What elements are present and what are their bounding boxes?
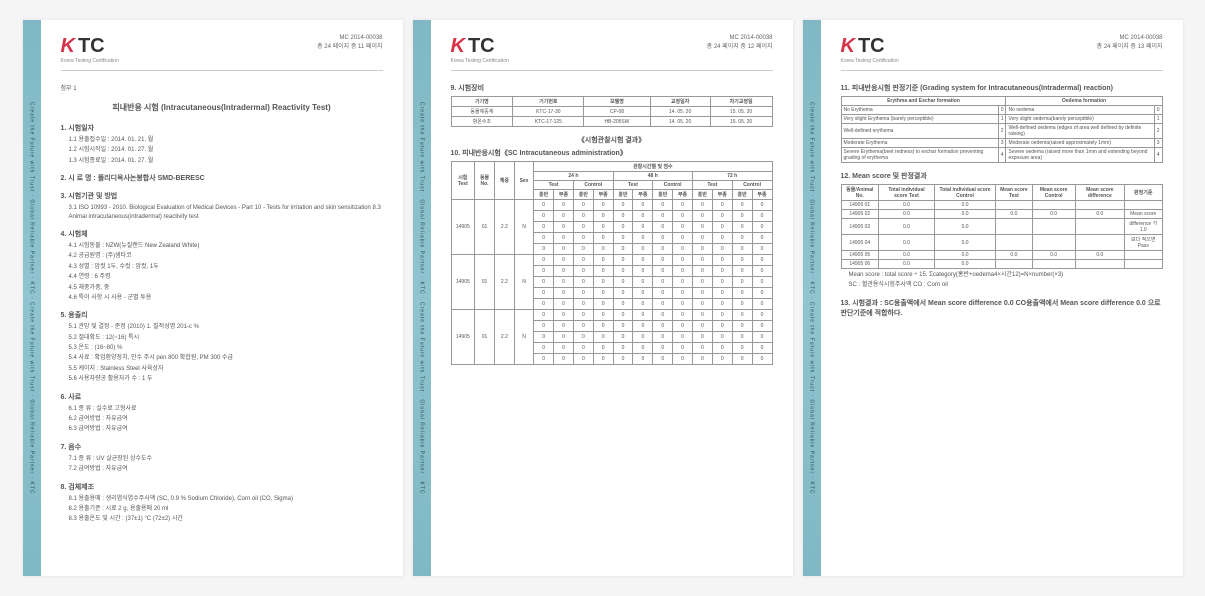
s4-line4: 4.4 연령 : 6 주령 xyxy=(69,273,383,281)
s4-line5: 4.5 체중가중, 중 xyxy=(69,284,383,292)
observation-grid: 시험Test동물No.체중Sex관찰시간별 및 점수24 h48 h72 hTe… xyxy=(451,161,773,365)
s8-heading: 8. 검체제조 xyxy=(61,482,383,492)
logo-block: K TC Korea Testing Certification xyxy=(61,35,119,64)
logo-block: K TC Korea Testing Certification xyxy=(451,35,509,64)
header: K TC Korea Testing Certification MC 2014… xyxy=(841,35,1163,71)
page-2: Create the Future with Trust · Global Re… xyxy=(413,20,793,576)
note2: SC : 혈관용식시험주사액 CO : Corn oil xyxy=(849,281,1163,289)
p2-s1-heading: 9. 시험장비 xyxy=(451,83,773,93)
logo-tc: TC xyxy=(858,35,885,58)
section-6: 6. 사료 6.1 종 류 : 실수료 고형사료 6.2 급여방법 : 자유급여… xyxy=(61,392,383,434)
p3-s3-heading: 13. 시험결과 : SC용출액에서 Mean score difference… xyxy=(841,298,1163,318)
logo-k: K xyxy=(61,35,75,58)
attach-label: 첨부 1 xyxy=(61,83,383,92)
s7-heading: 7. 음수 xyxy=(61,442,383,452)
doc-number-block: MC 2014-00038 총 24 페이지 중 11 페이지 xyxy=(317,35,382,50)
page-1: Create the Future with Trust · Global Re… xyxy=(23,20,403,576)
s6-heading: 6. 사료 xyxy=(61,392,383,402)
s5-line4: 5.4 사료 : 확업환양장치, 안수 주시 pen 800 확합원, PM 3… xyxy=(69,354,383,362)
doc-page: 총 24 페이지 중 11 페이지 xyxy=(317,41,382,50)
s1-line2: 1.2 시험시작일 : 2014. 01. 27. 월 xyxy=(69,146,383,154)
s7-line2: 7.2 급여방법 : 자유급여 xyxy=(69,465,383,473)
s1-line1: 1.1 용출접수일 : 2014. 01. 21. 월 xyxy=(69,136,383,144)
s5-heading: 5. 용출리 xyxy=(61,310,383,320)
logo-subtitle: Korea Testing Certification xyxy=(841,58,899,64)
page-3: Create the Future with Trust · Global Re… xyxy=(803,20,1183,576)
s3-heading: 3. 시험기관 및 방법 xyxy=(61,191,383,201)
s5-line1: 5.1 관망 및 결정 - 준정 (2010) 1. 질적성명 201-c % xyxy=(69,323,383,331)
section-5: 5. 용출리 5.1 관망 및 결정 - 준정 (2010) 1. 질적성명 2… xyxy=(61,310,383,383)
page1-content: K TC Korea Testing Certification MC 2014… xyxy=(41,20,403,576)
s4-line1: 4.1 시험동물 : NZW(뉴질랜드 New Zealand White) xyxy=(69,242,383,250)
doc-number-block: MC 2014-00038 총 24 페이지 중 13 페이지 xyxy=(1097,35,1163,50)
doc-page: 총 24 페이지 중 13 페이지 xyxy=(1097,41,1163,50)
s7-line1: 7.1 종 류 : UV 살균장된 상수도수 xyxy=(69,455,383,463)
p3-section-13: 13. 시험결과 : SC용출액에서 Mean score difference… xyxy=(841,298,1163,318)
logo-subtitle: Korea Testing Certification xyxy=(451,58,509,64)
doc-number-block: MC 2014-00038 총 24 페이지 중 12 페이지 xyxy=(707,35,773,50)
page3-content: K TC Korea Testing Certification MC 2014… xyxy=(821,20,1183,576)
side-strip: Create the Future with Trust · Global Re… xyxy=(23,20,41,576)
grading-table: Erythma and Eschar formationOedema forma… xyxy=(841,96,1163,163)
note1: Mean score : total score ÷ 15, Σcategory… xyxy=(849,271,1163,279)
s6-line3: 6.3 급여방법 : 자유급여 xyxy=(69,425,383,433)
p3-s2-heading: 12. Mean score 및 판정결과 xyxy=(841,171,1163,181)
p2-section-10: 10. 피내반응시험《SC Intracutaneous administrat… xyxy=(451,148,773,365)
doc-page: 총 24 페이지 중 12 페이지 xyxy=(707,41,773,50)
s6-line1: 6.1 종 류 : 실수료 고형사료 xyxy=(69,405,383,413)
s8-line2: 8.2 용출기준 : 시료 2 g, 용출용매 20 ml xyxy=(69,505,383,513)
s1-line3: 1.3 시험종료일 : 2014. 01. 27. 월 xyxy=(69,157,383,165)
logo-block: K TC Korea Testing Certification xyxy=(841,35,899,64)
s4-line2: 4.2 공급원명 : (주)샘타코 xyxy=(69,252,383,260)
s5-line5: 5.5 케이지 : Stainless Steel 사육상자 xyxy=(69,365,383,373)
p2-s2-heading: 10. 피내반응시험《SC Intracutaneous administrat… xyxy=(451,148,773,158)
page2-content: K TC Korea Testing Certification MC 2014… xyxy=(431,20,793,576)
header: K TC Korea Testing Certification MC 2014… xyxy=(451,35,773,71)
section-3: 3. 시험기관 및 방법 3.1 ISO 10993 - 2010. Biolo… xyxy=(61,191,383,221)
s5-line6: 5.6 사용자량공 활용자가 수 : 1 두 xyxy=(69,375,383,383)
p3-s1-heading: 11. 피내반응시험 판정기준 (Grading system for Intr… xyxy=(841,83,1163,93)
section-7: 7. 음수 7.1 종 류 : UV 살균장된 상수도수 7.2 급여방법 : … xyxy=(61,442,383,474)
s4-heading: 4. 시험체 xyxy=(61,229,383,239)
logo-k: K xyxy=(841,35,855,58)
section-4: 4. 시험체 4.1 시험동물 : NZW(뉴질랜드 New Zealand W… xyxy=(61,229,383,302)
s5-line2: 5.2 절대확도 : 12(~16) 특시 xyxy=(69,334,383,342)
logo-tc: TC xyxy=(78,35,105,58)
side-strip: Create the Future with Trust · Global Re… xyxy=(803,20,821,576)
s8-line3: 8.3 용출온도 및 시간 : (37±1) °C (72±2) 시간 xyxy=(69,515,383,523)
logo-tc: TC xyxy=(468,35,495,58)
p3-section-11: 11. 피내반응시험 판정기준 (Grading system for Intr… xyxy=(841,83,1163,163)
s4-line3: 4.3 성별 : 암컷 1두, 수컷 : 암컷, 1두 xyxy=(69,263,383,271)
s5-line3: 5.3 온도 : (16~80) % xyxy=(69,344,383,352)
mean-score-table: 동물/Animal No.Total individual score Test… xyxy=(841,184,1163,269)
result-title: 《시험관찰시험 결과》 xyxy=(451,135,773,145)
header: K TC Korea Testing Certification MC 2014… xyxy=(61,35,383,71)
side-strip: Create the Future with Trust · Global Re… xyxy=(413,20,431,576)
section-8: 8. 검체제조 8.1 용출용매 : 생리염식염수주사액 (SC, 0.9 % … xyxy=(61,482,383,524)
page1-title: 피내반응 시험 (Intracutaneous(Intradermal) Rea… xyxy=(61,102,383,113)
logo-subtitle: Korea Testing Certification xyxy=(61,58,119,64)
p2-section-9: 9. 시험장비 기기명기기번호모델명교정일자차기교정일동물체중계KTC-17-3… xyxy=(451,83,773,127)
section-2: 2. 시 료 명 : 폴리디옥사논봉합사 SMD-BERESC xyxy=(61,173,383,183)
s8-line1: 8.1 용출용매 : 생리염식염수주사액 (SC, 0.9 % Sodium C… xyxy=(69,495,383,503)
s6-line2: 6.2 급여방법 : 자유급여 xyxy=(69,415,383,423)
s1-heading: 1. 시험일자 xyxy=(61,123,383,133)
section-1: 1. 시험일자 1.1 용출접수일 : 2014. 01. 21. 월 1.2 … xyxy=(61,123,383,165)
p3-section-12: 12. Mean score 및 판정결과 동물/Animal No.Total… xyxy=(841,171,1163,290)
logo-k: K xyxy=(451,35,465,58)
s2-heading: 2. 시 료 명 : 폴리디옥사논봉합사 SMD-BERESC xyxy=(61,173,383,183)
s4-line6: 4.6 특이 사항 시 사용 - 군별 투용 xyxy=(69,294,383,302)
s3-line1: 3.1 ISO 10993 - 2010. Biological Evaluat… xyxy=(69,204,383,221)
equipment-table: 기기명기기번호모델명교정일자차기교정일동물체중계KTC-17-30CP-0814… xyxy=(451,96,773,127)
